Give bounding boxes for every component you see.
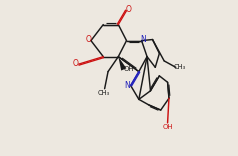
Text: N: N [140,34,146,44]
Text: CH₃: CH₃ [98,90,110,96]
Text: CH₃: CH₃ [174,64,186,70]
Polygon shape [118,57,126,71]
Text: O: O [85,34,91,44]
Text: OH: OH [124,66,134,72]
Text: O: O [126,5,132,14]
Text: OH: OH [163,124,174,130]
Text: N: N [125,80,130,90]
Text: O: O [73,59,79,68]
